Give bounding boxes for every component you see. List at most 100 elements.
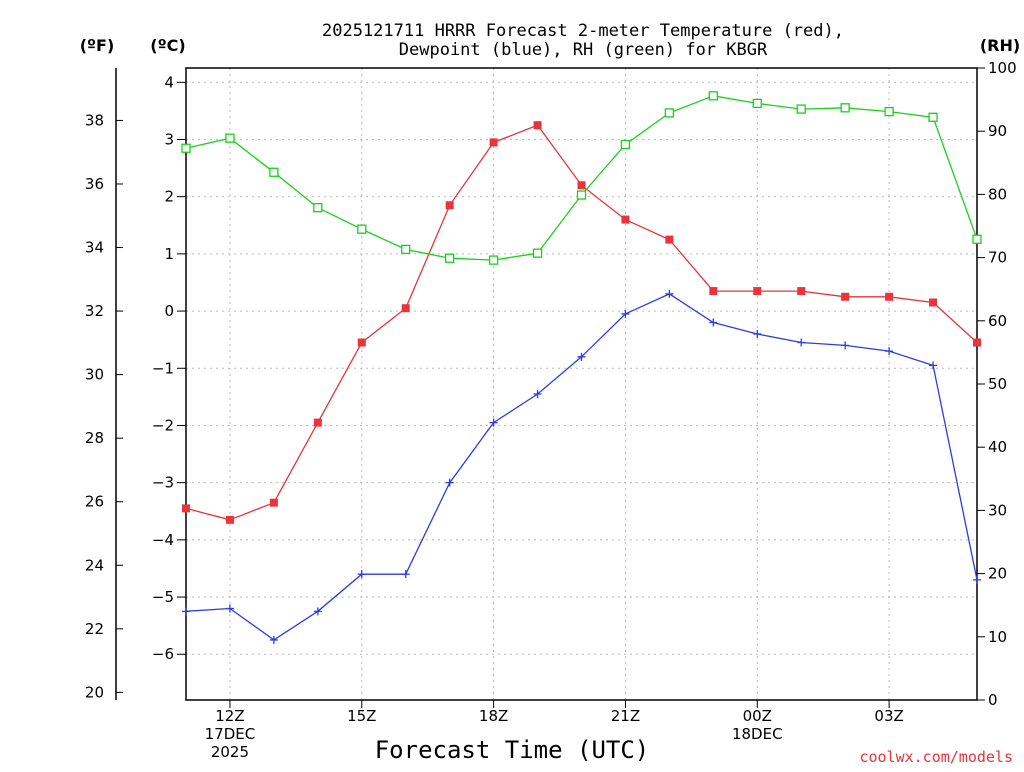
dewpoint-point (841, 341, 850, 350)
temperature-point (929, 298, 938, 307)
x-tick-label: 00Z (743, 707, 772, 725)
x-axis-label: Forecast Time (UTC) (375, 736, 650, 764)
rh-tick-label: 50 (988, 375, 1007, 393)
rh-point (181, 143, 191, 153)
dewpoint-point (929, 361, 938, 370)
rh-point (357, 224, 367, 234)
celsius-tick-label: −3 (152, 474, 174, 492)
dewpoint-point (665, 289, 674, 298)
rh-line (185, 95, 978, 261)
temperature-point (753, 287, 762, 296)
x-tick-label: 18DEC (732, 725, 783, 743)
rh-tick-label: 60 (988, 312, 1007, 330)
temperature-point (313, 418, 322, 427)
x-tick-label: 17DEC (205, 725, 256, 743)
temperature-point (841, 292, 850, 301)
dewpoint-point (357, 570, 366, 579)
rh-tick-label: 100 (988, 59, 1017, 77)
rh-tick-label: 40 (988, 438, 1007, 456)
temperature-point (621, 215, 630, 224)
rh-point (445, 253, 455, 263)
rh-point (884, 106, 894, 117)
x-tick-label: 21Z (611, 707, 640, 725)
temperature-point (709, 287, 718, 296)
temperature-point (401, 304, 410, 313)
temperature-point (445, 201, 454, 210)
fahrenheit-tick-label: 38 (85, 111, 104, 129)
dewpoint-point (269, 635, 278, 644)
temperature-point (885, 292, 894, 301)
rh-tick-label: 90 (988, 122, 1007, 140)
dewpoint-point (709, 318, 718, 327)
rh-point (928, 112, 938, 122)
rh-tick-label: 10 (988, 628, 1007, 646)
axes: 43210−1−2−3−4−5−620222426283032343638010… (85, 59, 1017, 761)
temperature-point (269, 498, 278, 507)
celsius-tick-label: 4 (164, 73, 174, 91)
fahrenheit-tick-label: 28 (85, 429, 104, 447)
temperature-point (973, 338, 981, 347)
celsius-tick-label: 3 (164, 130, 174, 148)
dewpoint-point (753, 329, 762, 338)
rh-point (225, 133, 235, 143)
credit-link[interactable]: coolwx.com/models (859, 748, 1013, 766)
temperature-point (489, 138, 498, 147)
fahrenheit-tick-label: 34 (85, 239, 104, 257)
rh-tick-label: 0 (988, 691, 998, 709)
fahrenheit-tick-label: 32 (85, 302, 104, 320)
rh-tick-label: 20 (988, 565, 1007, 583)
grid-lines (186, 68, 977, 700)
dewpoint-point (313, 607, 322, 616)
fahrenheit-tick-label: 36 (85, 175, 104, 193)
rh-point (664, 108, 675, 118)
rh-point (708, 91, 718, 101)
rh-point (752, 98, 762, 109)
temperature-point (665, 235, 674, 244)
celsius-tick-label: −1 (152, 359, 174, 377)
temperature-point (182, 504, 190, 513)
series-layer (181, 91, 982, 644)
chart-title-line1: 2025121711 HRRR Forecast 2-meter Tempera… (322, 21, 844, 41)
temperature-point (577, 181, 586, 190)
dewpoint-point (182, 607, 190, 616)
rh-unit-label: (RH) (980, 36, 1020, 55)
dewpoint-point (885, 347, 894, 356)
chart-title-line2: Dewpoint (blue), RH (green) for KBGR (399, 40, 768, 60)
rh-point (488, 255, 499, 265)
dewpoint-point (621, 309, 630, 318)
dewpoint-point (489, 418, 498, 427)
dewpoint-line (185, 293, 978, 641)
rh-point (269, 167, 279, 177)
rh-point (796, 104, 806, 114)
fahrenheit-tick-label: 26 (85, 493, 104, 511)
rh-point (576, 190, 587, 200)
celsius-unit-label: (ºC) (150, 36, 185, 55)
fahrenheit-unit-label: (ºF) (80, 36, 115, 55)
dewpoint-point (797, 338, 806, 347)
rh-point (401, 244, 411, 255)
fahrenheit-tick-label: 30 (85, 366, 104, 384)
celsius-tick-label: 2 (164, 188, 174, 206)
rh-point (620, 139, 631, 150)
dewpoint-point (533, 390, 542, 399)
celsius-tick-label: −6 (152, 645, 174, 663)
rh-point (532, 248, 543, 258)
fahrenheit-tick-label: 22 (85, 620, 104, 638)
x-tick-label: 18Z (479, 707, 508, 725)
x-tick-label: 12Z (215, 707, 244, 725)
plot-frame (185, 67, 978, 701)
rh-tick-label: 70 (988, 249, 1007, 267)
dewpoint-point (445, 478, 454, 487)
x-tick-label: 15Z (347, 707, 376, 725)
celsius-tick-label: −4 (152, 531, 174, 549)
rh-tick-label: 30 (988, 501, 1007, 519)
dewpoint-point (973, 575, 981, 584)
temperature-point (357, 338, 366, 347)
fahrenheit-tick-label: 24 (85, 556, 104, 574)
temperature-point (225, 515, 234, 524)
dewpoint-point (401, 570, 410, 579)
x-tick-label: 2025 (211, 743, 249, 761)
rh-point (972, 234, 982, 244)
rh-point (313, 203, 323, 213)
